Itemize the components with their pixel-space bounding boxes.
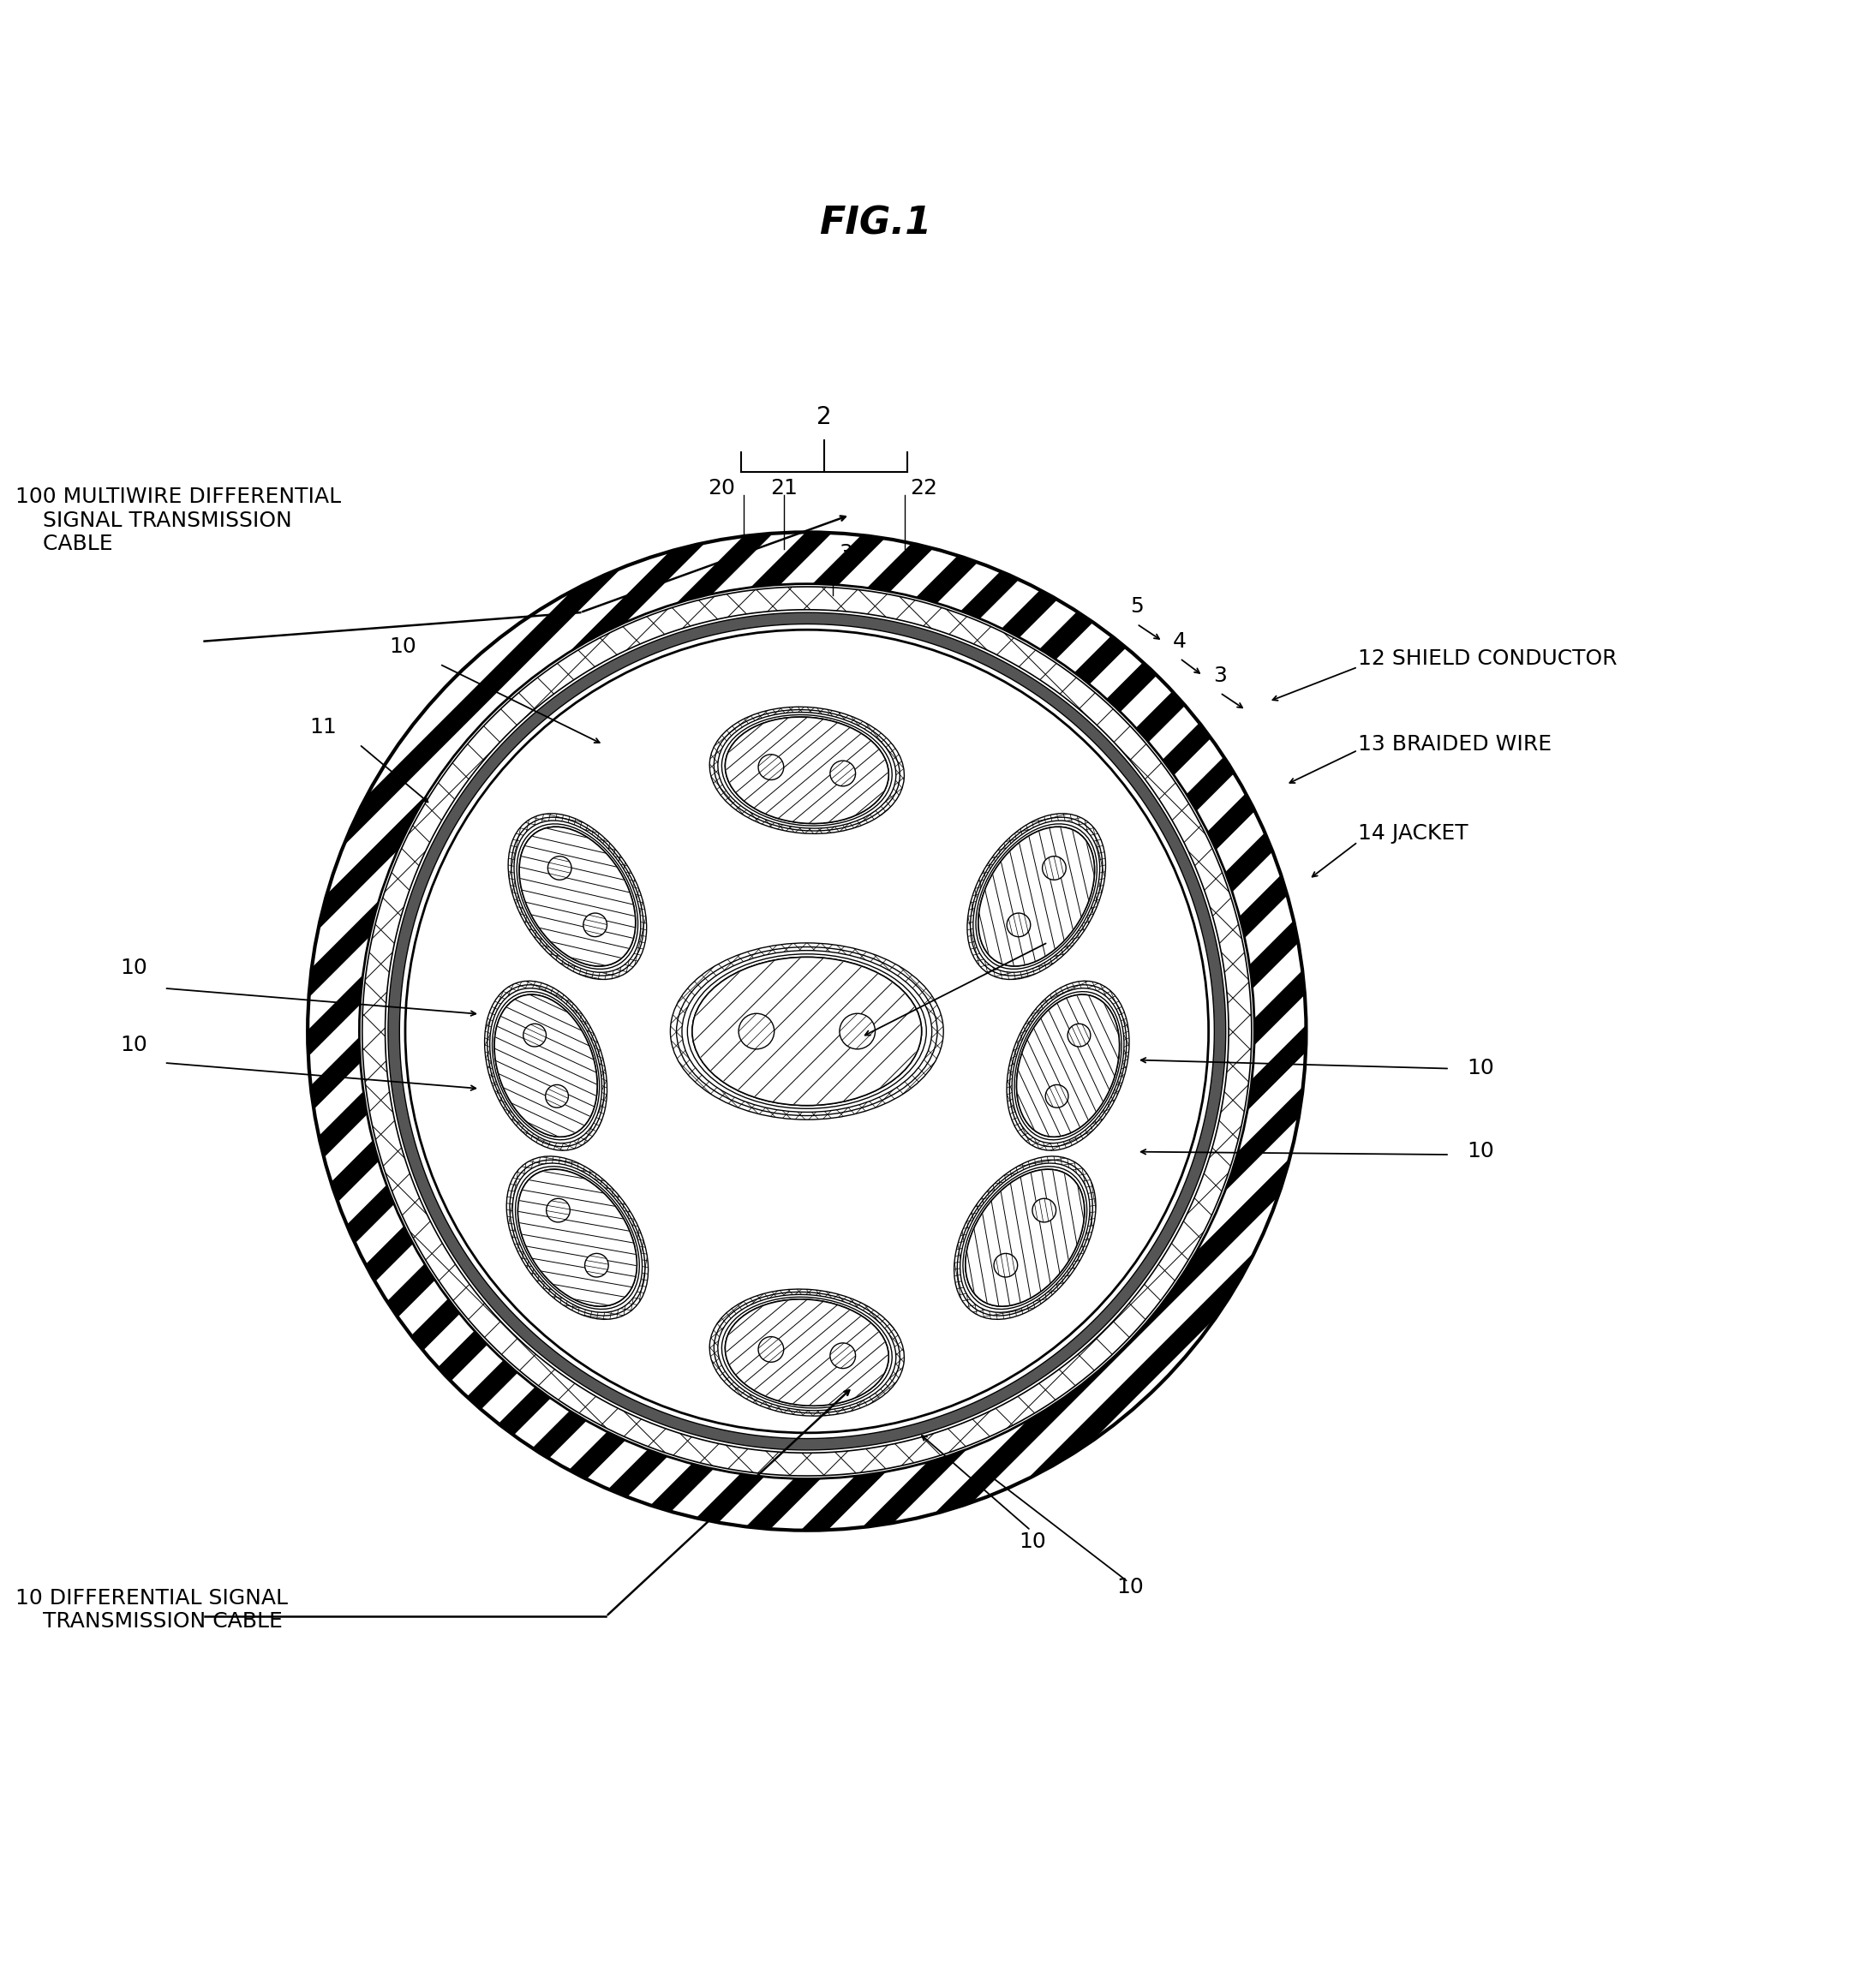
Text: 100 MULTIWIRE DIFFERENTIAL
    SIGNAL TRANSMISSION
    CABLE: 100 MULTIWIRE DIFFERENTIAL SIGNAL TRANSM…: [15, 487, 341, 555]
Circle shape: [584, 912, 607, 936]
Text: 12 SHIELD CONDUCTOR: 12 SHIELD CONDUCTOR: [1357, 648, 1617, 668]
Ellipse shape: [485, 980, 607, 1151]
Ellipse shape: [724, 1300, 889, 1406]
Circle shape: [1045, 1085, 1069, 1107]
Ellipse shape: [519, 1169, 636, 1306]
Text: 13 BRAIDED WIRE: 13 BRAIDED WIRE: [1357, 734, 1552, 755]
Ellipse shape: [709, 708, 904, 833]
Text: 4: 4: [1174, 630, 1187, 652]
Circle shape: [829, 1344, 856, 1368]
PathPatch shape: [670, 942, 943, 1119]
Text: 10: 10: [1468, 1141, 1494, 1161]
Text: 3a: 3a: [839, 543, 865, 565]
Text: 22: 22: [910, 477, 938, 499]
Circle shape: [307, 533, 1307, 1531]
Circle shape: [839, 1014, 876, 1050]
Ellipse shape: [724, 718, 889, 823]
PathPatch shape: [709, 1288, 904, 1415]
PathPatch shape: [361, 586, 1252, 1475]
Text: 10 DIFFERENTIAL SIGNAL
    TRANSMISSION CABLE: 10 DIFFERENTIAL SIGNAL TRANSMISSION CABL…: [15, 1588, 288, 1632]
Ellipse shape: [507, 1157, 648, 1320]
Text: 10: 10: [120, 958, 148, 978]
Ellipse shape: [507, 813, 646, 980]
Ellipse shape: [709, 1288, 904, 1415]
Text: 3: 3: [1213, 666, 1226, 686]
Circle shape: [1031, 1199, 1056, 1223]
Circle shape: [1043, 857, 1065, 881]
Circle shape: [548, 857, 571, 881]
Circle shape: [994, 1252, 1018, 1276]
Circle shape: [758, 1336, 784, 1362]
Ellipse shape: [519, 827, 635, 966]
Circle shape: [739, 1014, 775, 1050]
Ellipse shape: [955, 1157, 1095, 1320]
PathPatch shape: [709, 708, 904, 833]
PathPatch shape: [507, 813, 646, 980]
Circle shape: [545, 1085, 569, 1107]
Text: 14 JACKET: 14 JACKET: [1357, 823, 1468, 843]
Text: 5: 5: [1131, 596, 1144, 616]
Text: 10: 10: [120, 1036, 148, 1056]
PathPatch shape: [968, 813, 1106, 980]
Text: FIG.1: FIG.1: [820, 205, 932, 243]
Circle shape: [1067, 1024, 1091, 1046]
Text: 11: 11: [309, 718, 337, 738]
PathPatch shape: [388, 612, 1226, 1449]
Circle shape: [1007, 912, 1030, 936]
Ellipse shape: [693, 956, 921, 1105]
Text: 2: 2: [816, 406, 831, 429]
Ellipse shape: [979, 827, 1095, 966]
Ellipse shape: [494, 994, 597, 1137]
Text: 10: 10: [1118, 1576, 1144, 1598]
Ellipse shape: [966, 1169, 1084, 1306]
PathPatch shape: [955, 1157, 1095, 1320]
PathPatch shape: [507, 1157, 648, 1320]
Text: 10: 10: [1468, 1058, 1494, 1079]
Ellipse shape: [968, 813, 1106, 980]
Ellipse shape: [1016, 994, 1119, 1137]
Circle shape: [758, 753, 784, 779]
Circle shape: [404, 630, 1209, 1433]
Text: 10: 10: [389, 636, 417, 656]
Ellipse shape: [1007, 980, 1129, 1151]
PathPatch shape: [485, 980, 607, 1151]
Circle shape: [524, 1024, 547, 1046]
Text: 21: 21: [769, 477, 797, 499]
Text: 10: 10: [1018, 1531, 1046, 1553]
Circle shape: [584, 1252, 608, 1276]
Circle shape: [547, 1199, 569, 1223]
Ellipse shape: [670, 942, 943, 1119]
PathPatch shape: [307, 533, 1307, 1531]
Circle shape: [829, 761, 856, 785]
PathPatch shape: [1007, 980, 1129, 1151]
Text: 20: 20: [708, 477, 736, 499]
